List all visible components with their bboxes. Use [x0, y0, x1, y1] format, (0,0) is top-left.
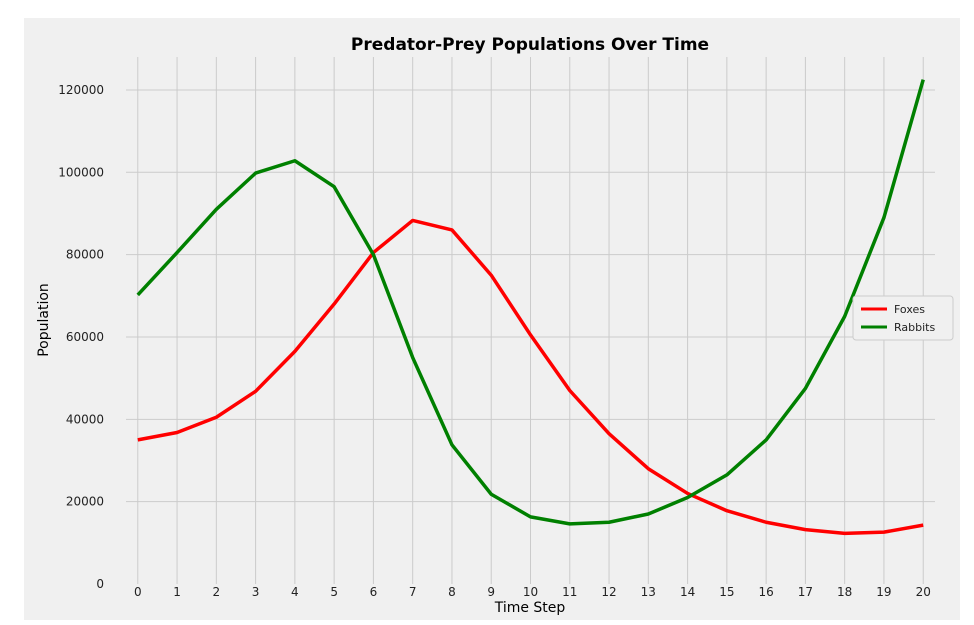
- x-tick-label-18: 18: [837, 585, 852, 599]
- series-line-rabbits: [136, 79, 925, 526]
- x-tick-label-12: 12: [601, 585, 616, 599]
- y-tick-label-6: 120000: [58, 83, 104, 97]
- legend-box: [852, 295, 954, 341]
- x-tick-label-13: 13: [641, 585, 656, 599]
- x-tick-label-2: 2: [213, 585, 221, 599]
- x-tick-label-11: 11: [562, 585, 577, 599]
- x-axis-label: Time Step: [494, 600, 566, 616]
- x-tick-label-17: 17: [798, 585, 813, 599]
- x-tick-label-9: 9: [487, 585, 495, 599]
- legend-label-rabbits: Rabbits: [894, 321, 935, 334]
- series-lines: [136, 79, 925, 536]
- y-tick-label-1: 20000: [66, 495, 104, 509]
- x-tick-label-19: 19: [876, 585, 891, 599]
- x-tick-label-20: 20: [916, 585, 931, 599]
- y-tick-label-5: 100000: [58, 165, 104, 179]
- x-tick-label-15: 15: [719, 585, 734, 599]
- y-tick-label-3: 60000: [66, 330, 104, 344]
- y-axis-label: Population: [36, 283, 52, 357]
- x-tick-label-5: 5: [330, 585, 338, 599]
- x-tick-label-6: 6: [370, 585, 378, 599]
- y-tick-label-0: 0: [96, 577, 104, 591]
- legend-label-foxes: Foxes: [894, 303, 925, 316]
- series-line-foxes: [137, 218, 924, 536]
- x-tick-label-8: 8: [448, 585, 456, 599]
- x-tick-label-1: 1: [173, 585, 181, 599]
- x-tick-label-4: 4: [291, 585, 299, 599]
- x-tick-label-14: 14: [680, 585, 695, 599]
- y-tick-label-2: 40000: [66, 412, 104, 426]
- x-tick-label-7: 7: [409, 585, 417, 599]
- x-tick-label-16: 16: [758, 585, 773, 599]
- x-tick-label-3: 3: [252, 585, 260, 599]
- x-tick-label-0: 0: [134, 585, 142, 599]
- x-tick-label-10: 10: [523, 585, 538, 599]
- chart-title: Predator-Prey Populations Over Time: [351, 35, 709, 55]
- tick-labels: 0 1 2 3 4 5 6 7 8 9 10 11 12 13 14 15 16 17 18 19 2002000040…: [58, 83, 931, 599]
- gridlines: [126, 57, 935, 584]
- y-tick-label-4: 80000: [66, 248, 104, 262]
- legend: Foxes Rabbits: [852, 295, 954, 341]
